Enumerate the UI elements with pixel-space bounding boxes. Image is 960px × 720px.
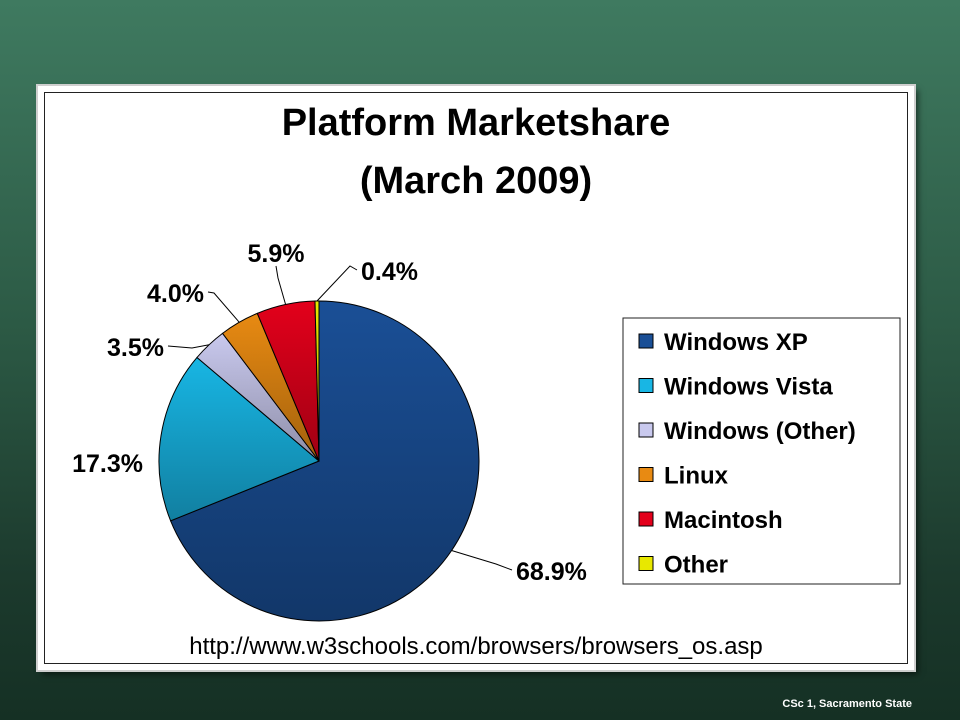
data-label-linux: 4.0%: [147, 280, 204, 308]
legend-label-windows-other: Windows (Other): [664, 418, 856, 445]
legend-swatch-other: [638, 556, 654, 571]
chart-panel: Platform Marketshare (March 2009) 68.9% 1…: [36, 84, 916, 672]
data-label-macintosh: 5.9%: [248, 240, 305, 268]
data-label-windows-other: 3.5%: [107, 334, 164, 362]
chart-title: Platform Marketshare: [282, 102, 671, 144]
data-label-windows-xp: 68.9%: [516, 558, 587, 586]
chart-subtitle: (March 2009): [360, 160, 592, 202]
pie-slice-other: [314, 300, 320, 462]
pie-slice-windows-vista: [158, 356, 320, 522]
pie-slices: [158, 300, 480, 622]
footer-text: CSc 1, Sacramento State: [782, 698, 912, 710]
legend-label-macintosh: Macintosh: [664, 507, 783, 534]
legend-label-linux: Linux: [664, 463, 729, 490]
legend-label-other: Other: [664, 552, 728, 579]
legend-box: [622, 317, 901, 585]
legend-swatch-windows-xp: [638, 333, 654, 349]
chart-frame: [44, 92, 908, 664]
leader-line-linux: [207, 291, 240, 323]
legend-label-windows-vista: Windows Vista: [664, 374, 833, 401]
data-label-windows-vista: 17.3%: [72, 450, 143, 478]
slice-labels: 68.9% 17.3% 3.5% 4.0% 5.9% 0.4%: [72, 240, 587, 586]
leader-line-windows-xp: [451, 550, 513, 571]
legend-swatch-macintosh: [638, 511, 654, 527]
pie-chart: Platform Marketshare (March 2009) 68.9% 1…: [72, 102, 901, 660]
legend: Windows XP Windows Vista Windows (Other) Li…: [622, 317, 901, 585]
leader-line-macintosh: [275, 265, 287, 305]
leader-line-other: [316, 265, 358, 302]
leader-line-windows-other: [167, 344, 210, 349]
legend-swatch-linux: [638, 467, 654, 482]
legend-label-windows-xp: Windows XP: [664, 329, 808, 356]
legend-swatch-windows-other: [638, 422, 654, 438]
source-url: http://www.w3schools.com/browsers/browse…: [189, 633, 763, 660]
leader-lines: [167, 265, 513, 571]
data-label-other: 0.4%: [361, 258, 418, 286]
legend-swatch-windows-vista: [638, 378, 654, 393]
